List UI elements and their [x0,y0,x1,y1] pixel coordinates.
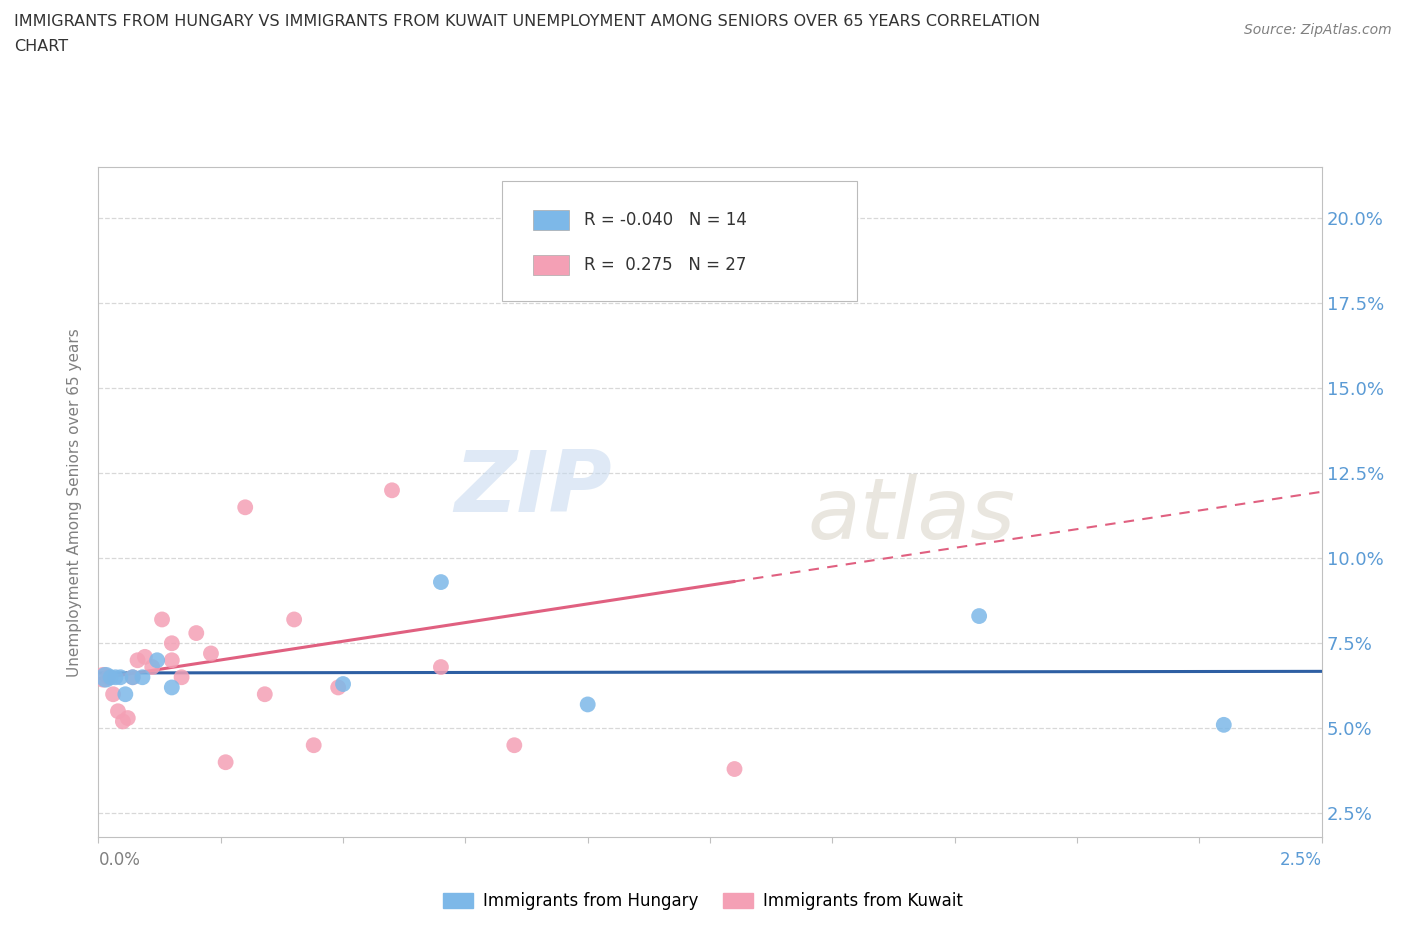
Text: atlas: atlas [808,474,1017,557]
Point [723,762,745,777]
Point [200,646,222,661]
Point [967,608,990,623]
Point [283,612,305,627]
Point [121,670,143,684]
Point [141,659,163,674]
Point [111,714,134,729]
Text: R =  0.275   N = 27: R = 0.275 N = 27 [583,256,747,273]
Point [117,711,139,725]
Point [430,659,453,674]
FancyBboxPatch shape [533,209,569,230]
Point [114,686,136,701]
Point [91,670,114,684]
Point [94,670,117,684]
Point [97,670,120,684]
Point [160,680,183,695]
Point [131,670,153,684]
Point [110,670,132,684]
Point [430,575,453,590]
Point [134,649,156,664]
Point [101,686,124,701]
Legend: Immigrants from Hungary, Immigrants from Kuwait: Immigrants from Hungary, Immigrants from… [436,885,970,917]
Point [104,670,127,684]
FancyBboxPatch shape [533,255,569,274]
Point [107,704,129,719]
Point [576,262,599,277]
Point [576,697,599,711]
Point [253,686,276,701]
Point [381,483,404,498]
Point [160,653,183,668]
Point [170,670,193,684]
Point [332,677,354,692]
Point [328,680,350,695]
Point [302,737,325,752]
Point [233,499,256,514]
Text: 0.0%: 0.0% [98,851,141,869]
Text: CHART: CHART [14,39,67,54]
Text: R = -0.040   N = 14: R = -0.040 N = 14 [583,210,747,229]
Point [186,626,208,641]
Point [100,670,122,684]
Text: ZIP: ZIP [454,447,612,530]
Point [127,653,149,668]
Y-axis label: Unemployment Among Seniors over 65 years: Unemployment Among Seniors over 65 years [67,328,83,677]
Point [150,612,173,627]
Point [121,670,143,684]
Text: IMMIGRANTS FROM HUNGARY VS IMMIGRANTS FROM KUWAIT UNEMPLOYMENT AMONG SENIORS OVE: IMMIGRANTS FROM HUNGARY VS IMMIGRANTS FR… [14,14,1040,29]
Point [160,636,183,651]
Point [146,653,169,668]
Text: 2.5%: 2.5% [1279,851,1322,869]
Point [503,737,526,752]
Text: Source: ZipAtlas.com: Source: ZipAtlas.com [1244,23,1392,37]
Point [214,755,236,770]
Point [1212,717,1234,732]
FancyBboxPatch shape [502,180,856,301]
